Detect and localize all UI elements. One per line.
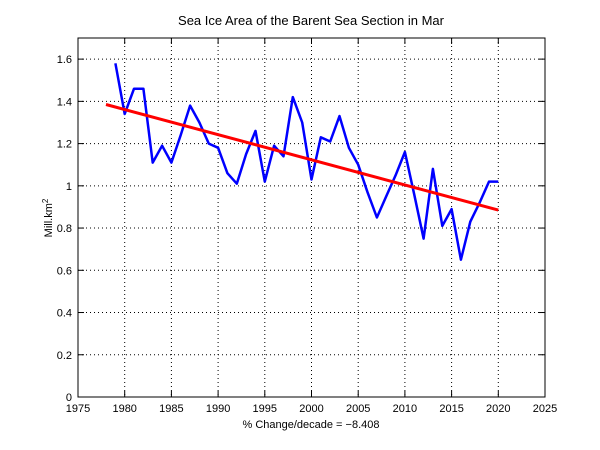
grid-lines (78, 38, 545, 397)
data-series (105, 63, 499, 261)
y-tick-label: 1.6 (57, 54, 72, 66)
x-tick-label: 1990 (206, 403, 230, 415)
y-axis-label-text: Mill.km (43, 203, 55, 237)
y-axis-label: Mill.km2 (41, 198, 55, 237)
x-tick-label: 2010 (393, 403, 417, 415)
x-tick-label: 1980 (112, 403, 136, 415)
trend-line (105, 103, 499, 212)
chart-title: Sea Ice Area of the Barent Sea Section i… (178, 13, 445, 28)
axis-ticks (77, 38, 546, 398)
x-axis-label: % Change/decade = −8.408 (242, 419, 379, 431)
x-tick-label: 1975 (66, 403, 90, 415)
x-tick-label: 2005 (346, 403, 370, 415)
x-tick-label: 1985 (159, 403, 183, 415)
y-tick-labels: 0 0.2 0.4 0.6 0.8 1 1.2 1.4 1.6 (57, 54, 72, 404)
y-tick-label: 0.4 (57, 308, 72, 320)
y-tick-label: 1 (66, 181, 72, 193)
y-tick-label: 0 (66, 392, 72, 404)
x-tick-label: 2020 (486, 403, 510, 415)
y-axis-label-superscript: 2 (41, 198, 50, 203)
y-tick-label: 1.4 (57, 96, 72, 108)
sea-ice-area-line (114, 63, 499, 261)
x-tick-label: 2000 (299, 403, 323, 415)
x-tick-label: 2015 (439, 403, 463, 415)
x-tick-label: 1995 (253, 403, 277, 415)
x-tick-labels: 1975 1980 1985 1990 1995 2000 2005 2010 2015 2020… (66, 403, 557, 415)
x-tick-label: 2025 (533, 403, 557, 415)
y-tick-label: 1.2 (57, 139, 72, 151)
y-tick-label: 0.2 (57, 350, 72, 362)
y-tick-label: 0.6 (57, 265, 72, 277)
plot-box (77, 37, 546, 398)
y-tick-label: 0.8 (57, 223, 72, 235)
